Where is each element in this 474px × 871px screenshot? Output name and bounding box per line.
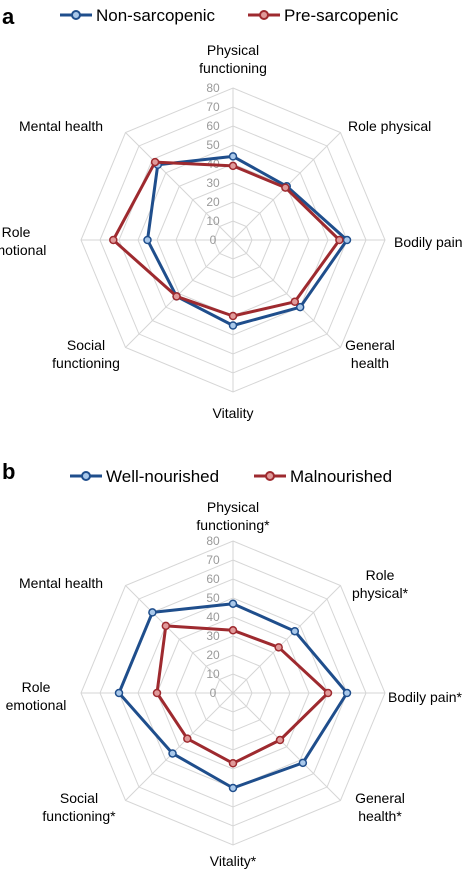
data-point [298,758,308,768]
data-point [275,735,285,745]
panel-label: a [2,4,15,29]
axis-label: Physical functioning* [196,499,270,533]
tick-label: 50 [206,591,220,605]
tick-label: 0 [210,233,217,247]
tick-label: 30 [206,629,220,643]
data-point [335,235,344,245]
data-point [114,688,124,698]
tick-label: 0 [210,686,217,700]
legend-marker [81,471,91,481]
axis-label: General health* [355,790,405,824]
axis-label: Bodily pain [394,234,463,250]
axis-spoke [232,585,341,694]
data-point [342,235,352,245]
axis-label: Social functioning [52,337,120,371]
data-point [168,749,177,758]
axis-label: Role physical [348,118,431,134]
axis-spoke [125,692,234,801]
legend-entry: Pre-sarcopenic [284,6,399,25]
axis-label: Physical functioning [199,42,267,76]
panel-label: b [2,459,15,484]
axis-spoke [125,585,234,694]
tick-label: 50 [206,138,220,152]
data-point [228,599,238,608]
legend-marker [259,10,269,20]
data-point [228,783,238,793]
axis-label: Role physical* [352,567,409,601]
data-point [228,161,238,171]
tick-label: 30 [206,176,220,190]
data-point [274,643,283,652]
axis-label: Vitality* [210,853,257,869]
axis-spoke [232,239,341,348]
radar-panel-b: b Well-nourished Malnourished 0 10 20 30 40 50 60… [2,459,462,869]
legend-entry: Malnourished [290,467,392,486]
data-point [143,235,152,245]
data-point [183,734,192,743]
tick-label: 20 [206,648,220,662]
axis-label: Social functioning* [42,790,116,824]
data-point [295,302,305,312]
data-point [228,311,238,321]
radar-panel-a: a Non-sarcopenic Pre-sarcopenic01020304050… [0,4,463,421]
axis-label: Vitality [213,405,254,421]
legend-marker [265,471,275,481]
data-point [150,157,160,167]
tick-label: 60 [206,572,220,586]
data-point [290,626,300,636]
legend-marker [71,10,81,20]
data-point [342,688,352,698]
tick-label: 70 [206,553,220,567]
axis-label: Mental health [19,118,103,134]
legend-entry: Non-sarcopenic [96,6,216,25]
data-point [161,621,171,631]
axis-label: Bodily pain* [388,689,462,705]
data-point [228,321,238,330]
tick-label: 60 [206,119,220,133]
data-point [228,152,238,161]
legend-entry: Well-nourished [106,467,219,486]
data-point [228,759,238,768]
axis-spoke [125,132,234,241]
data-point [148,608,157,617]
data-point [152,688,162,698]
data-point [109,235,118,245]
axis-label: General health [345,337,395,371]
data-point [228,626,238,635]
data-point [172,292,181,301]
data-point [281,183,290,192]
tick-label: 80 [206,81,220,95]
axis-spoke [232,692,341,801]
tick-label: 40 [206,610,220,624]
axis-label: Mental health [19,575,103,591]
tick-label: 80 [206,534,220,548]
data-point [323,688,333,698]
tick-label: 70 [206,100,220,114]
tick-label: 20 [206,195,220,209]
tick-label: 10 [206,214,220,228]
data-point [290,297,300,307]
tick-label: 10 [206,667,220,681]
